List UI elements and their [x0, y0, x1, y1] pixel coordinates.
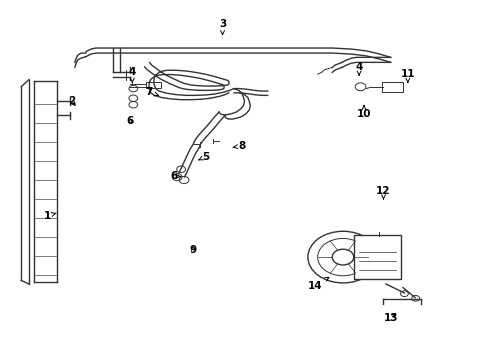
Text: 5: 5 — [199, 152, 209, 162]
Text: 4: 4 — [355, 62, 362, 75]
Text: 12: 12 — [375, 186, 390, 199]
Text: 14: 14 — [307, 278, 328, 291]
Text: 2: 2 — [68, 96, 75, 106]
Text: 10: 10 — [356, 105, 370, 119]
Text: 6: 6 — [126, 116, 133, 126]
Text: 1: 1 — [43, 211, 56, 221]
Text: 9: 9 — [189, 245, 197, 255]
Text: 8: 8 — [232, 141, 245, 151]
Text: 4: 4 — [128, 67, 136, 83]
FancyBboxPatch shape — [353, 235, 400, 279]
Text: 11: 11 — [400, 69, 414, 82]
Text: 7: 7 — [145, 87, 158, 97]
Text: 3: 3 — [219, 19, 226, 35]
Text: 6: 6 — [170, 171, 180, 181]
Text: 13: 13 — [383, 313, 397, 323]
